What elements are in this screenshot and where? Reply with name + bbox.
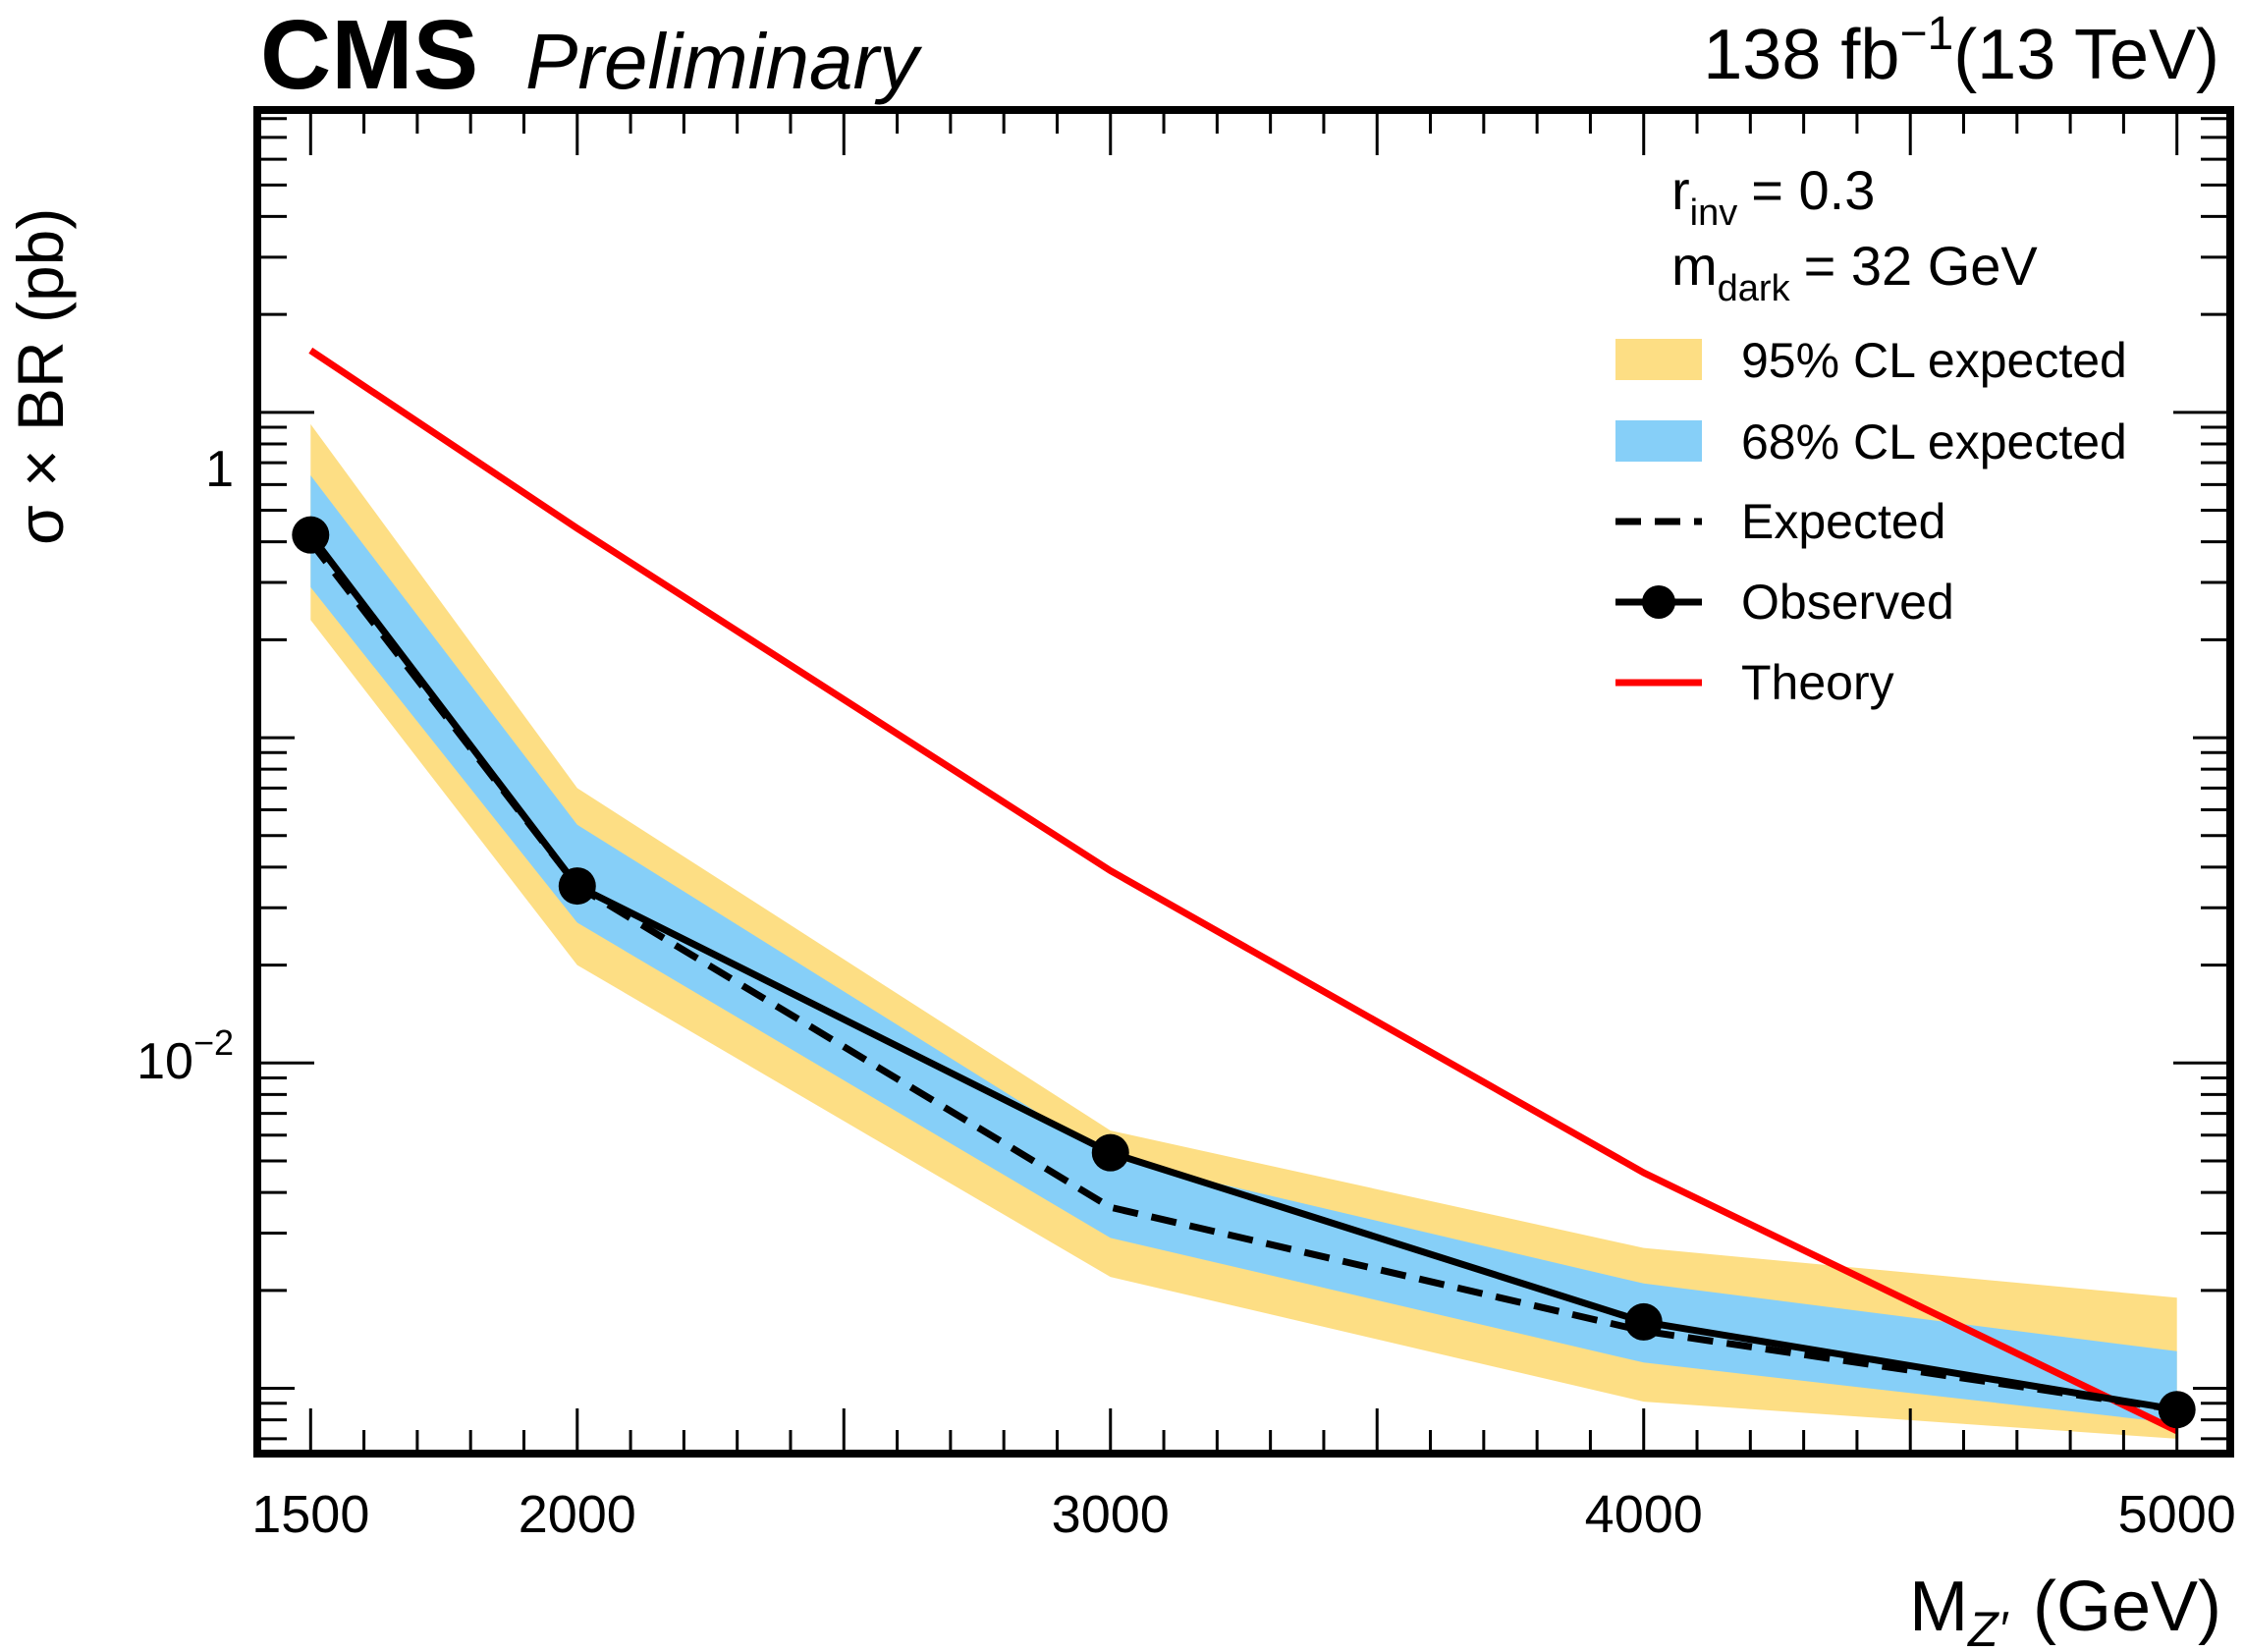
legend-label-observed: Observed [1741, 575, 1954, 630]
status-label: Preliminary [525, 18, 923, 105]
x-tick-label: 4000 [1585, 1485, 1703, 1544]
legend-label-expected: Expected [1741, 494, 1945, 549]
observed-point [1091, 1133, 1129, 1172]
legend-swatch-95 [1615, 339, 1702, 380]
lumi-value: 138 fb [1703, 16, 1899, 94]
x-tick-label: 3000 [1052, 1485, 1170, 1544]
axis-ticks: 1500 2000 3000 4000 5000 [251, 110, 2236, 1544]
observed-point [1624, 1302, 1663, 1341]
energy-value: (13 TeV) [1953, 16, 2219, 94]
y-tick-label-1: 1 [205, 441, 234, 498]
legend-label-95: 95% CL expected [1741, 333, 2127, 388]
x-tick-label: 1500 [251, 1485, 369, 1544]
plot-frame [253, 106, 2234, 1458]
lumi-exponent: −1 [1899, 8, 1953, 60]
x-axis-title: MZ′ (GeV) [1909, 1568, 2221, 1652]
mdark-label: mdark = 32 GeV [1671, 235, 2038, 309]
y-axis-title: σ × BR (pb) [4, 208, 77, 545]
observed-point [558, 867, 596, 906]
x-tick-label: 5000 [2118, 1485, 2236, 1544]
legend-label-theory: Theory [1741, 655, 1894, 710]
legend: 95% CL expected 68% CL expected Expected… [1615, 333, 2127, 710]
rinv-label: rinv = 0.3 [1671, 159, 1875, 234]
legend-swatch-68 [1615, 420, 1702, 462]
luminosity-label: 138 fb−1(13 TeV) [1703, 8, 2219, 94]
legend-swatch-observed-marker [1642, 585, 1675, 619]
data-lines [292, 347, 2196, 1435]
x-tick-label: 2000 [519, 1485, 636, 1544]
theory-line [308, 347, 2179, 1435]
observed-point [292, 516, 330, 554]
legend-label-68: 68% CL expected [1741, 414, 2127, 469]
y-tick-label-1e-2: 10−2 [137, 1022, 234, 1090]
experiment-label: CMS [260, 0, 478, 110]
